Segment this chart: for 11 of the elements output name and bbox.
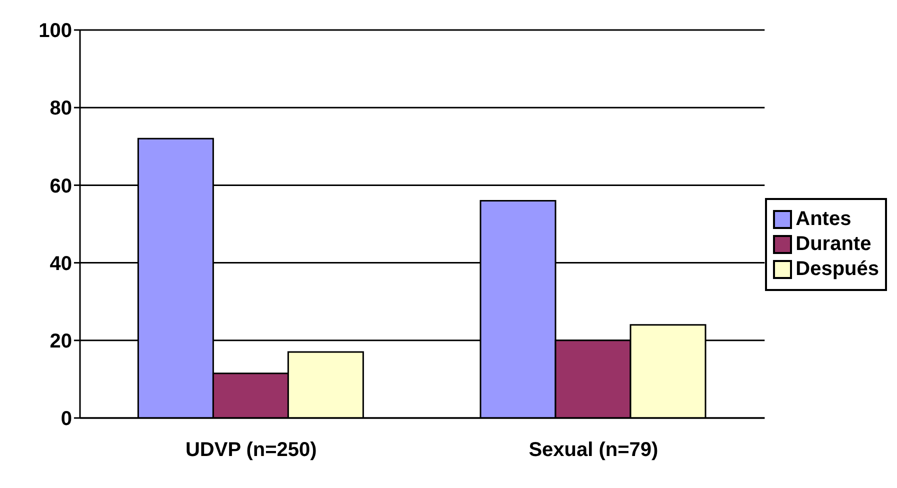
legend-label: Antes [796,208,852,230]
y-tick-label: 40 [50,252,72,275]
legend-label: Durante [796,232,872,256]
x-tick-label: UDVP (n=250) [185,439,317,462]
y-tick-label: 20 [50,330,72,352]
y-tick-label: 100 [38,20,72,42]
x-tick-label: Sexual (n=79) [528,439,658,462]
legend-label: Después [796,258,879,280]
y-tick-label: 80 [50,98,72,120]
y-tick-label: 0 [60,408,72,430]
y-tick-label: 60 [50,175,72,198]
